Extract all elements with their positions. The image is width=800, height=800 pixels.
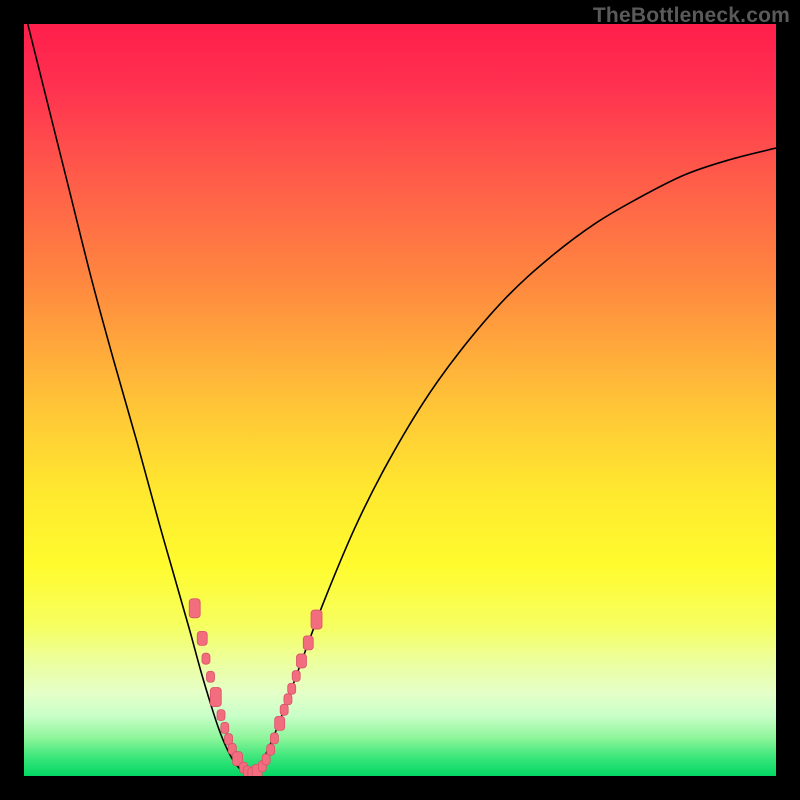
chart-container: TheBottleneck.com <box>0 0 800 800</box>
marker <box>288 683 296 694</box>
marker <box>296 654 306 668</box>
marker <box>292 670 300 681</box>
chart-background <box>24 24 776 776</box>
marker <box>217 710 225 721</box>
marker <box>267 744 275 755</box>
marker <box>189 599 200 618</box>
marker <box>207 671 215 682</box>
plot-area <box>24 24 776 776</box>
marker <box>221 722 229 733</box>
marker <box>197 631 207 645</box>
watermark-text: TheBottleneck.com <box>593 4 790 28</box>
marker <box>262 754 270 765</box>
marker <box>225 734 233 745</box>
marker <box>311 610 322 629</box>
marker <box>270 733 278 744</box>
marker <box>202 653 210 664</box>
marker <box>280 704 288 715</box>
marker <box>284 694 292 705</box>
marker <box>303 636 313 650</box>
marker <box>275 716 285 730</box>
marker <box>210 688 221 707</box>
chart-svg <box>24 24 776 776</box>
